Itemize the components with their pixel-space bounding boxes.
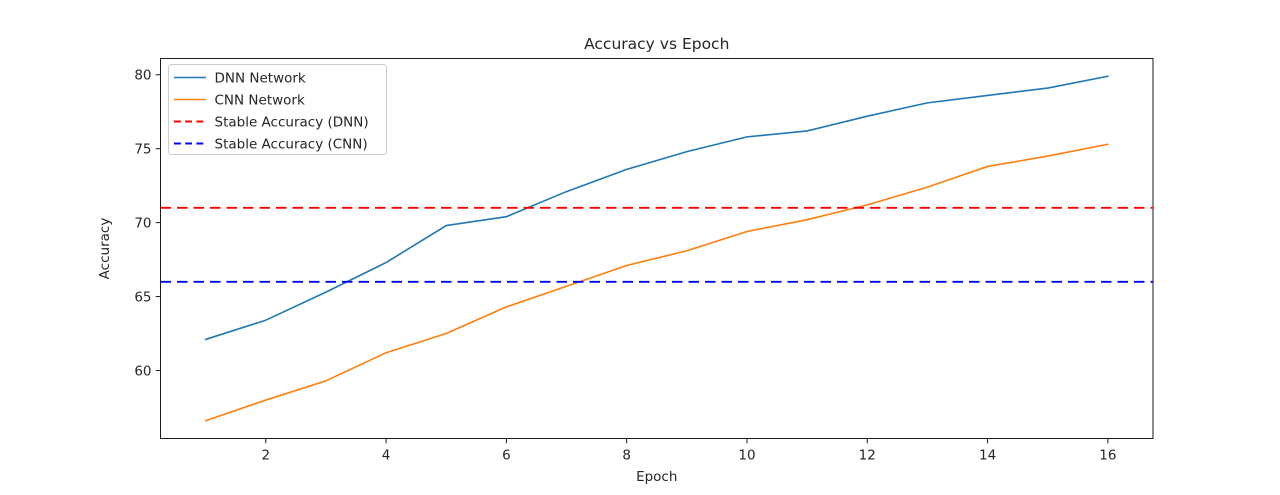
y-axis-label: Accuracy: [97, 218, 113, 280]
dnn-network-line: [204, 75, 1109, 341]
x-tick-label: 14: [979, 448, 996, 464]
legend-item-dnn-network: DNN Network: [174, 70, 306, 86]
x-tick-label: 4: [382, 448, 391, 464]
legend-item-cnn-network: CNN Network: [174, 92, 305, 108]
y-tick-label: 65: [134, 289, 151, 305]
legend: DNN Network CNN Network Stable Accuracy (D…: [168, 64, 387, 155]
x-tick-label: 6: [502, 448, 511, 464]
x-tick-label: 8: [622, 448, 631, 464]
legend-item-stable-accuracy-cnn: Stable Accuracy (CNN): [174, 136, 368, 152]
cnn-network-line: [204, 143, 1109, 422]
legend-item-stable-accuracy-dnn: Stable Accuracy (DNN): [174, 114, 369, 130]
y-tick-label: 75: [134, 141, 151, 157]
y-tick-label: 80: [134, 68, 151, 84]
legend-label: CNN Network: [215, 92, 305, 108]
x-tick-label: 12: [859, 448, 876, 464]
x-axis-label: Epoch: [636, 469, 677, 485]
y-tick-label: 70: [134, 215, 151, 231]
x-tick-label: 2: [261, 448, 270, 464]
y-tick-label: 60: [134, 363, 151, 379]
x-tick-label: 10: [738, 448, 755, 464]
legend-box: [168, 64, 387, 155]
legend-label: DNN Network: [215, 70, 306, 86]
legend-label: Stable Accuracy (DNN): [215, 114, 369, 130]
chart-title: Accuracy vs Epoch: [584, 35, 729, 53]
x-tick-label: 16: [1099, 448, 1116, 464]
legend-label: Stable Accuracy (CNN): [215, 136, 368, 152]
